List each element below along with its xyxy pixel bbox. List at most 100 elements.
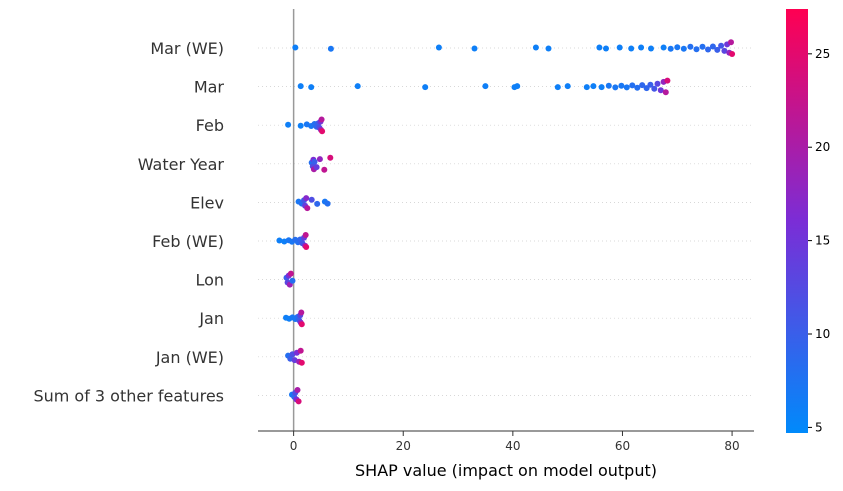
shap-point: [605, 82, 612, 89]
shap-point: [583, 84, 590, 91]
shap-point: [319, 128, 326, 135]
feature-labels: Mar (WE) Mar Feb Water Year Elev Feb (WE) Lon J…: [33, 39, 224, 405]
shap-point: [603, 45, 609, 52]
shap-point: [693, 46, 700, 53]
shap-point: [687, 43, 694, 50]
shap-point: [657, 87, 664, 94]
colorbar-tick-label: 25: [815, 47, 830, 61]
shap-point: [303, 195, 310, 202]
shap-point: [667, 45, 674, 52]
x-tick-label: 0: [290, 439, 298, 453]
shap-point: [294, 387, 301, 393]
feature-label: Jan (WE): [155, 348, 224, 367]
shap-point: [298, 321, 305, 328]
x-tick-label: 80: [724, 439, 739, 453]
feature-label: Water Year: [138, 155, 225, 174]
shap-point: [654, 80, 661, 87]
feature-label: Feb (WE): [152, 232, 224, 251]
shap-point: [618, 82, 625, 89]
shap-point: [638, 44, 645, 51]
shap-point: [674, 44, 681, 51]
shap-point: [313, 164, 320, 171]
shap-point: [634, 84, 641, 91]
shap-point: [327, 45, 334, 52]
colorbar-tick-label: 5: [815, 420, 823, 434]
shap-point: [316, 156, 323, 163]
feature-label: Feb: [196, 116, 224, 135]
shap-point: [728, 39, 734, 46]
shap-point: [612, 84, 619, 91]
shap-point: [639, 82, 646, 89]
shap-point: [422, 84, 429, 91]
shap-point: [311, 158, 318, 165]
shap-point: [297, 122, 304, 129]
shap-point: [292, 44, 299, 51]
shap-point: [289, 277, 296, 284]
x-axis-title: SHAP value (impact on model output): [355, 461, 657, 480]
shap-point: [285, 121, 292, 128]
shap-point: [729, 51, 736, 57]
shap-point: [321, 166, 328, 173]
shap-point: [664, 77, 671, 84]
shap-point: [308, 196, 315, 203]
shap-point: [648, 45, 654, 52]
shap-point: [616, 44, 623, 51]
x-tick-label: 40: [505, 439, 520, 453]
shap-point: [629, 82, 636, 89]
shap-point: [699, 43, 706, 50]
shap-point: [596, 44, 603, 51]
feature-label: Lon: [195, 271, 224, 290]
x-tick-label: 60: [615, 439, 630, 453]
shap-point: [660, 44, 667, 51]
shap-point: [545, 45, 552, 52]
shap-point: [564, 83, 571, 90]
shap-point: [295, 398, 302, 405]
shap-point: [623, 84, 630, 91]
shap-point: [303, 244, 310, 250]
shap-point: [680, 45, 687, 52]
feature-label: Jan: [198, 309, 224, 328]
shap-point: [554, 84, 561, 91]
shap-point: [709, 43, 716, 50]
shap-point: [327, 154, 334, 161]
x-tick-label: 20: [396, 439, 411, 453]
shap-point: [298, 359, 305, 366]
shap-point: [532, 44, 539, 51]
shap-point: [705, 46, 711, 53]
shap-point: [314, 200, 321, 207]
shap-point: [297, 347, 304, 354]
shap-point: [721, 47, 728, 54]
shap-point: [324, 200, 331, 207]
shap-point: [662, 89, 669, 96]
colorbar-ticks: 5 10 15 20 25: [808, 47, 830, 434]
x-axis-ticks: 0 20 40 60 80: [290, 431, 740, 453]
shap-point: [471, 45, 478, 52]
shap-point: [302, 232, 309, 238]
shap-point: [647, 81, 654, 88]
shap-point: [297, 83, 304, 90]
shap-point: [304, 205, 311, 212]
shap-points: [276, 39, 736, 405]
shap-point: [598, 84, 605, 91]
shap-point: [718, 42, 725, 49]
feature-label: Elev: [190, 193, 224, 212]
feature-row-guides: [258, 47, 754, 396]
colorbar: [786, 9, 808, 433]
shap-point: [590, 83, 597, 90]
shap-point: [651, 85, 658, 92]
feature-label: Sum of 3 other features: [33, 386, 224, 405]
shap-point: [308, 84, 315, 91]
colorbar-tick-label: 10: [815, 327, 830, 341]
shap-point: [482, 83, 489, 90]
colorbar-tick-label: 20: [815, 140, 830, 154]
shap-point: [628, 45, 635, 52]
feature-label: Mar (WE): [150, 39, 224, 58]
shap-point: [714, 46, 721, 53]
shap-point: [276, 237, 283, 244]
feature-label: Mar: [194, 78, 225, 97]
shap-point: [298, 309, 305, 316]
colorbar-tick-label: 15: [815, 234, 830, 248]
shap-point: [354, 83, 361, 90]
shap-point: [514, 83, 521, 90]
